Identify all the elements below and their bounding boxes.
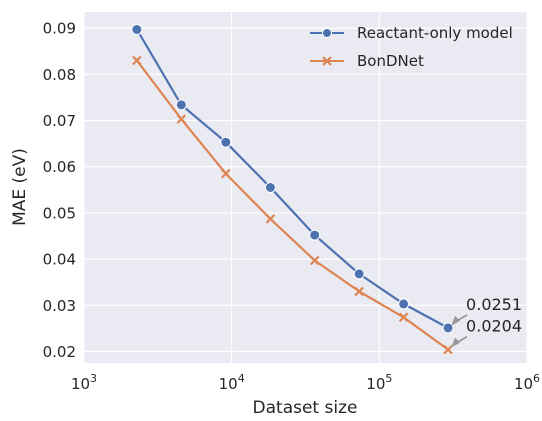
- x-tick-label: 105: [366, 372, 392, 393]
- plot-background: [84, 12, 527, 363]
- data-point: [442, 322, 454, 334]
- data-point: [398, 298, 410, 310]
- annotation-1: 0.0204: [451, 317, 522, 348]
- annotation-label: 0.0251: [466, 295, 522, 314]
- legend-label-bondnet: BonDNet: [357, 52, 424, 70]
- annotation-arrowhead: [451, 315, 461, 326]
- data-point: [309, 255, 320, 266]
- y-tick-label: 0.02: [43, 343, 76, 361]
- y-axis-label: MAE (eV): [10, 148, 30, 226]
- data-point: [354, 286, 364, 297]
- data-point: [221, 168, 231, 179]
- data-point: [398, 312, 409, 323]
- grid: [83, 12, 528, 363]
- x-tick-label: 103: [71, 372, 97, 393]
- data-point: [264, 182, 276, 193]
- data-point: [132, 55, 142, 66]
- series: [131, 24, 454, 355]
- x-axis-label: Dataset size: [253, 398, 358, 418]
- y-tick-label: 0.06: [43, 158, 76, 176]
- annotation-label: 0.0204: [466, 317, 522, 336]
- y-tick-label: 0.07: [43, 112, 76, 130]
- tick-labels: 0.02 0.03 0.04 0.05 0.06 0.07 0.08 0.09 103 104 10…: [43, 20, 540, 393]
- legend-marker-bondnet: [322, 56, 332, 66]
- legend-marker-reactant-only: [322, 28, 332, 38]
- series-line: [136, 59, 449, 351]
- data-point: [220, 136, 232, 148]
- annotation-0: 0.0251: [451, 295, 522, 326]
- data-point: [309, 229, 321, 241]
- data-point: [131, 24, 143, 36]
- y-tick-label: 0.04: [43, 251, 76, 269]
- data-point: [353, 268, 365, 280]
- series-1: [132, 55, 453, 355]
- legend: Reactant-only model BonDNet: [310, 24, 513, 70]
- y-tick-label: 0.03: [43, 297, 76, 315]
- x-tick-label: 104: [219, 372, 245, 393]
- annotations: 0.0251 0.0204: [451, 295, 522, 348]
- data-point: [175, 99, 187, 111]
- y-tick-label: 0.08: [43, 66, 76, 84]
- data-point: [443, 344, 453, 355]
- y-tick-label: 0.05: [43, 204, 76, 222]
- annotation-arrowhead: [451, 337, 461, 348]
- x-tick-label: 106: [514, 372, 540, 393]
- data-point: [265, 214, 276, 224]
- legend-label-reactant-only: Reactant-only model: [357, 24, 513, 42]
- y-tick-label: 0.09: [43, 20, 76, 38]
- series-line: [135, 28, 449, 329]
- data-point: [176, 114, 187, 124]
- series-0: [131, 24, 454, 334]
